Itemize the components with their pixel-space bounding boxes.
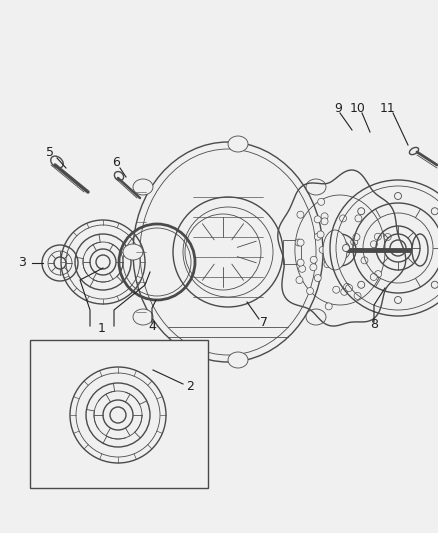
Circle shape bbox=[325, 303, 332, 310]
Circle shape bbox=[314, 216, 321, 223]
Ellipse shape bbox=[228, 136, 248, 152]
Text: 1: 1 bbox=[98, 321, 106, 335]
Text: 11: 11 bbox=[380, 101, 396, 115]
Circle shape bbox=[324, 261, 331, 268]
Circle shape bbox=[321, 218, 328, 225]
Circle shape bbox=[395, 296, 402, 303]
Text: 9: 9 bbox=[334, 101, 342, 115]
Circle shape bbox=[358, 281, 365, 288]
Circle shape bbox=[314, 274, 321, 281]
Text: 7: 7 bbox=[260, 316, 268, 328]
Ellipse shape bbox=[412, 234, 428, 266]
Circle shape bbox=[343, 284, 350, 290]
Circle shape bbox=[371, 241, 378, 248]
Circle shape bbox=[297, 259, 304, 266]
Circle shape bbox=[314, 233, 321, 240]
Circle shape bbox=[374, 233, 381, 240]
Circle shape bbox=[351, 238, 358, 246]
Circle shape bbox=[307, 287, 314, 294]
Text: 10: 10 bbox=[350, 101, 366, 115]
Circle shape bbox=[358, 208, 365, 215]
Text: 3: 3 bbox=[18, 256, 26, 270]
Text: 8: 8 bbox=[370, 319, 378, 332]
Bar bbox=[283, 240, 301, 264]
Circle shape bbox=[319, 246, 326, 253]
Bar bbox=[30, 340, 208, 488]
Circle shape bbox=[333, 286, 340, 293]
Circle shape bbox=[299, 265, 306, 272]
Circle shape bbox=[321, 213, 328, 220]
Circle shape bbox=[431, 281, 438, 288]
Circle shape bbox=[343, 245, 350, 252]
Circle shape bbox=[374, 271, 381, 278]
Ellipse shape bbox=[323, 230, 347, 270]
Circle shape bbox=[353, 233, 360, 240]
Circle shape bbox=[310, 264, 317, 271]
Text: 2: 2 bbox=[186, 381, 194, 393]
Circle shape bbox=[297, 239, 304, 246]
Circle shape bbox=[297, 211, 304, 218]
Text: 4: 4 bbox=[148, 319, 156, 333]
Circle shape bbox=[318, 198, 325, 205]
Circle shape bbox=[384, 233, 391, 240]
Circle shape bbox=[431, 208, 438, 215]
Circle shape bbox=[355, 215, 362, 222]
Circle shape bbox=[361, 257, 368, 264]
Circle shape bbox=[295, 239, 302, 246]
Ellipse shape bbox=[306, 179, 326, 195]
Ellipse shape bbox=[123, 244, 143, 260]
Circle shape bbox=[370, 273, 377, 280]
Circle shape bbox=[317, 231, 324, 238]
Circle shape bbox=[346, 285, 353, 292]
Ellipse shape bbox=[228, 352, 248, 368]
Circle shape bbox=[354, 293, 361, 300]
Circle shape bbox=[339, 215, 346, 222]
Circle shape bbox=[324, 256, 331, 263]
Circle shape bbox=[341, 288, 348, 295]
Text: 6: 6 bbox=[112, 157, 120, 169]
Ellipse shape bbox=[133, 179, 153, 195]
Ellipse shape bbox=[133, 309, 153, 325]
Circle shape bbox=[310, 256, 317, 263]
Circle shape bbox=[296, 277, 303, 284]
Ellipse shape bbox=[306, 309, 326, 325]
Text: 5: 5 bbox=[46, 147, 54, 159]
Circle shape bbox=[395, 192, 402, 199]
